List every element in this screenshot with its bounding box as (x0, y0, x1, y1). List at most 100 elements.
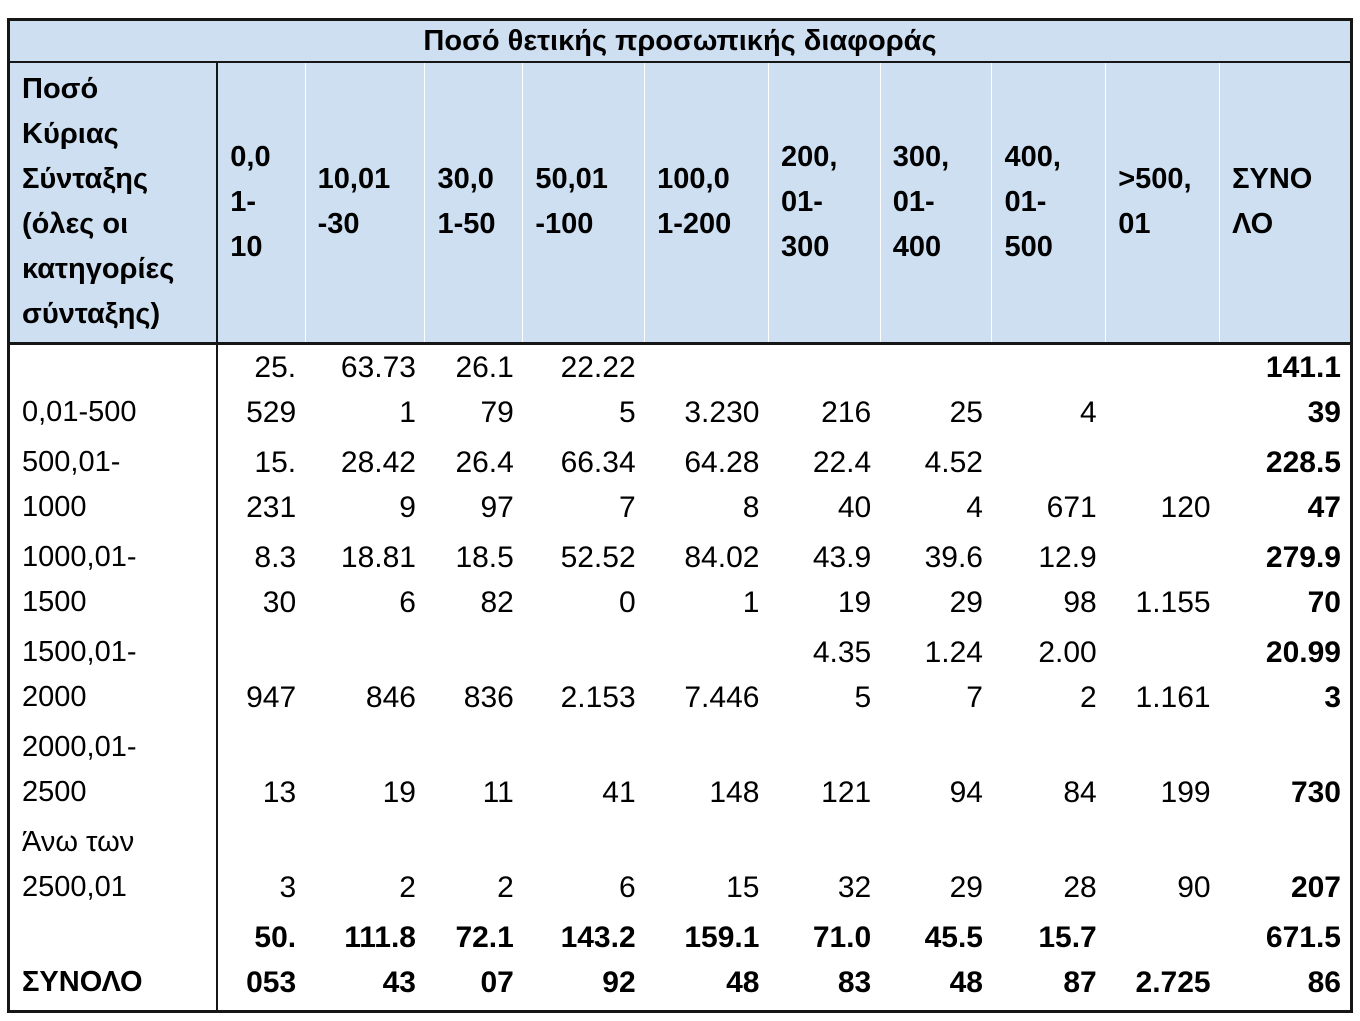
table-row: 1000,01- 1500 8.3 30 18.81 6 18.5 82 52.… (8, 534, 1352, 630)
row-total-cell: 279.9 70 (1265, 540, 1341, 619)
data-cell: 63.73 1 (340, 350, 416, 429)
data-cell: 4.35 5 (812, 635, 872, 714)
column-header-100-01-200: 100,0 1-200 (644, 62, 769, 345)
data-cell: 19 (382, 775, 416, 809)
column-header-50-01-100: 50,01 -100 (522, 62, 645, 345)
column-total-cell: 2.725 (1135, 965, 1211, 999)
data-cell: 4 (1080, 395, 1097, 429)
data-cell: 2 (497, 870, 514, 904)
row-total-cell: 207 (1290, 870, 1341, 904)
column-total-cell: 143.2 92 (560, 920, 636, 999)
data-cell: 94 (949, 775, 983, 809)
data-cell: 43.9 19 (812, 540, 872, 619)
table-title: Ποσό θετικής προσωπικής διαφοράς (8, 19, 1352, 63)
data-cell: 26.4 97 (455, 445, 514, 524)
data-cell: 2.153 (560, 680, 636, 714)
data-cell: 84.02 1 (684, 540, 760, 619)
row-label: 1500,01- 2000 (8, 629, 219, 725)
data-cell: 18.5 82 (455, 540, 514, 619)
row-label: 0,01-500 (8, 343, 219, 440)
column-total-cell: 159.1 48 (684, 920, 760, 999)
data-cell: 1.161 (1135, 680, 1211, 714)
data-cell: 846 (365, 680, 416, 714)
column-header-30-01-50: 30,0 1-50 (424, 62, 523, 345)
data-cell: 3 (279, 870, 297, 904)
data-cell: 15 (726, 870, 760, 904)
data-cell: 836 (463, 680, 514, 714)
row-label-total: ΣΥΝΟΛΟ (8, 914, 219, 1011)
row-label: 1000,01- 1500 (8, 534, 219, 630)
data-cell: 18.81 6 (340, 540, 416, 619)
data-cell: 26.1 79 (455, 350, 514, 429)
data-cell: 2 (399, 870, 416, 904)
column-header-400-01-500: 400, 01- 500 (991, 62, 1106, 345)
data-cell: 199 (1160, 775, 1211, 809)
data-cell: 84 (1063, 775, 1097, 809)
data-cell: 22.22 5 (560, 350, 636, 429)
row-total-cell: 730 (1290, 775, 1341, 809)
data-cell: 52.52 0 (560, 540, 636, 619)
table-row: Άνω των 2500,01 3 2 2 6 15 32 29 28 90 2… (8, 819, 1352, 915)
data-cell: 90 (1177, 870, 1211, 904)
data-cell: 11 (482, 775, 514, 809)
data-cell: 13 (262, 775, 297, 809)
data-cell: 671 (1046, 490, 1097, 524)
data-cell: 4.52 4 (924, 445, 983, 524)
column-header-200-01-300: 200, 01- 300 (767, 62, 881, 345)
row-total-cell: 228.5 47 (1265, 445, 1341, 524)
data-cell: 1.155 (1135, 585, 1211, 619)
column-total-cell: 50. 053 (246, 920, 297, 999)
row-total-cell: 141.1 39 (1265, 350, 1341, 429)
data-cell: 3.230 (684, 395, 760, 429)
row-total-cell: 20.99 3 (1265, 635, 1341, 714)
data-cell: 28.42 9 (340, 445, 416, 524)
data-cell: 8.3 30 (254, 540, 297, 619)
row-label: 2000,01- 2500 (8, 724, 219, 820)
personal-difference-table: Ποσό θετικής προσωπικής διαφοράς Ποσό Κύ… (7, 18, 1353, 1013)
data-cell: 2.00 2 (1038, 635, 1097, 714)
data-cell: 1.24 7 (924, 635, 983, 714)
row-label: Άνω των 2500,01 (8, 819, 219, 915)
data-cell: 121 (821, 775, 872, 809)
data-cell: 120 (1160, 490, 1211, 524)
column-header-row: Ποσό Κύριας Σύνταξης (όλες οι κατηγορίες… (8, 62, 1352, 345)
data-cell: 32 (837, 870, 872, 904)
data-cell: 216 (821, 395, 872, 429)
data-cell: 25. 529 (246, 350, 297, 429)
grand-total-cell: 671.5 86 (1265, 920, 1341, 999)
column-total-cell: 45.5 48 (924, 920, 983, 999)
data-cell: 12.9 98 (1038, 540, 1097, 619)
table-row: 0,01-500 25. 529 63.73 1 26.1 79 22.22 5… (8, 343, 1352, 440)
table-row: 2000,01- 2500 13 19 11 41 148 121 94 84 … (8, 724, 1352, 820)
column-header-10-01-30: 10,01 -30 (304, 62, 425, 345)
row-label: 500,01- 1000 (8, 439, 219, 535)
table-row: 500,01- 1000 15. 231 28.42 9 26.4 97 66.… (8, 439, 1352, 535)
column-total-cell: 111.8 43 (344, 920, 416, 999)
totals-row: ΣΥΝΟΛΟ 50. 053 111.8 43 72.1 07 143.2 92… (8, 914, 1352, 1011)
data-cell: 39.6 29 (924, 540, 983, 619)
data-cell: 22.4 40 (812, 445, 872, 524)
data-cell: 7.446 (684, 680, 760, 714)
data-cell: 29 (949, 870, 983, 904)
data-cell: 148 (709, 775, 760, 809)
column-total-cell: 71.0 83 (812, 920, 872, 999)
column-total-cell: 72.1 07 (455, 920, 514, 999)
data-cell: 15. 231 (246, 445, 297, 524)
data-cell: 6 (618, 870, 636, 904)
column-header-0-01-10: 0,0 1- 10 (217, 62, 306, 345)
data-cell: 28 (1063, 870, 1097, 904)
data-cell: 41 (602, 775, 636, 809)
column-header-300-01-400: 300, 01- 400 (879, 62, 992, 345)
corner-header: Ποσό Κύριας Σύνταξης (όλες οι κατηγορίες… (8, 62, 219, 345)
data-cell: 64.28 8 (684, 445, 760, 524)
data-cell: 25 (949, 395, 983, 429)
column-total-cell: 15.7 87 (1038, 920, 1097, 999)
data-cell: 66.34 7 (560, 445, 636, 524)
table-row: 1500,01- 2000 947 846 836 2.153 7.446 4.… (8, 629, 1352, 725)
column-header-over-500: >500, 01 (1105, 62, 1220, 345)
data-cell (1106, 343, 1220, 440)
title-row: Ποσό θετικής προσωπικής διαφοράς (8, 19, 1352, 63)
data-cell: 947 (246, 680, 297, 714)
column-header-total: ΣΥΝΟ ΛΟ (1219, 62, 1352, 345)
